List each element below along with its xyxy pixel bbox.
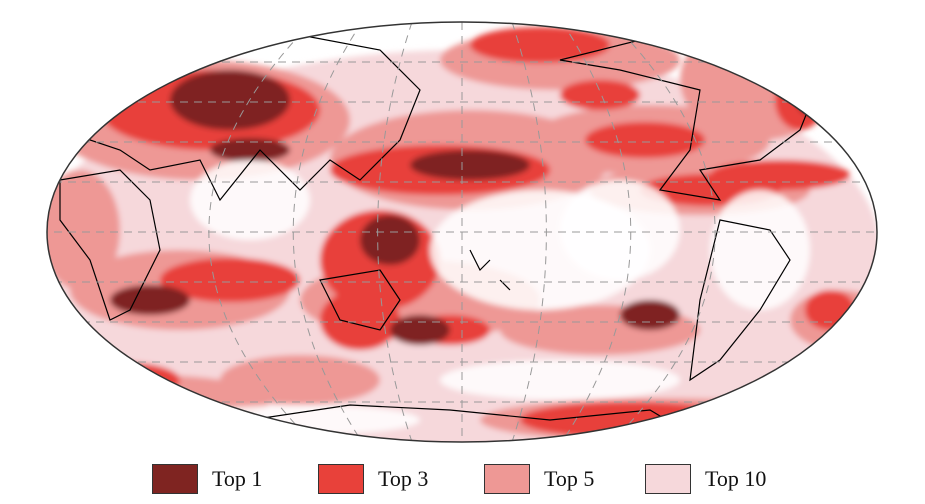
region-top3 [560,80,640,110]
longitude-line [208,22,313,442]
legend-item-top10: Top 10 [645,464,766,494]
region-top3 [320,290,400,350]
legend-label: Top 10 [705,466,767,491]
low-rank-ocean [440,360,680,400]
world-map [46,21,878,443]
region-top3 [60,362,180,398]
longitude-line [611,22,716,442]
legend-swatch [645,464,691,494]
longitude-line [561,22,632,442]
coastline [249,404,701,441]
graticule [47,22,877,442]
low-rank-ocean [710,190,810,310]
region-top1 [620,300,680,330]
region-top3 [775,70,825,130]
region-top1 [170,70,290,130]
region-top1 [210,138,290,162]
low-rank-ocean [560,180,680,280]
coastline [689,219,791,382]
coastline [469,249,511,291]
longitude-line [377,22,413,442]
longitude-line [511,22,547,442]
region-top1 [410,150,530,180]
legend-item-top3: Top 3 [318,464,428,494]
region-top3 [160,258,300,302]
region-top3 [585,122,705,158]
legend-label: Top 3 [378,466,429,491]
region-top3 [470,27,610,63]
ranking-regions [47,22,877,442]
coastline [59,169,161,321]
longitude-line [292,22,363,442]
legend-swatch [152,464,198,494]
legend-label: Top 1 [212,466,263,491]
map-border [46,21,878,443]
legend: Top 1 Top 3 Top 5 Top 10 [0,464,925,498]
region-top1 [360,215,420,265]
coastline [319,269,401,331]
legend-swatch [318,464,364,494]
region-top1 [110,285,190,315]
region-top5 [47,170,120,290]
legend-label: Top 5 [544,466,595,491]
low-rank-ocean [180,405,420,435]
region-top1 [390,315,450,345]
legend-item-top1: Top 1 [152,464,262,494]
low-rank-ocean [190,160,310,240]
region-top5 [220,355,380,405]
legend-swatch [484,464,530,494]
legend-item-top5: Top 5 [484,464,594,494]
